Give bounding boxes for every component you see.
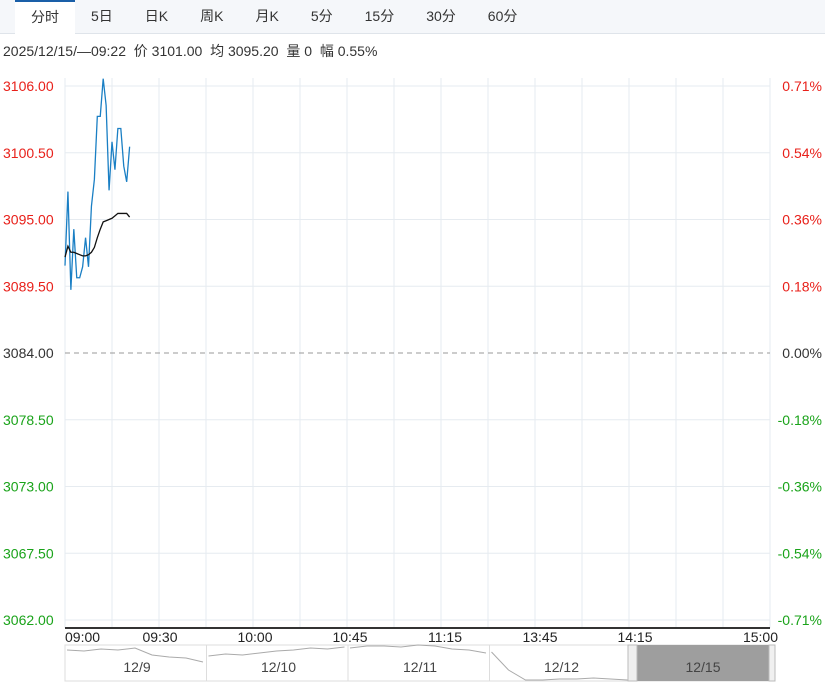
- y-tick-label: 3100.50: [3, 145, 54, 161]
- period-tabs: 分时 5日 日K 周K 月K 5分 15分 30分 60分: [0, 0, 825, 34]
- navigator-sparkline: [491, 651, 628, 681]
- amplitude-label: 幅: [319, 43, 334, 59]
- avg-line: [64, 212, 131, 258]
- price-value: 3101.00: [151, 43, 203, 59]
- tab-1[interactable]: 5日: [91, 8, 113, 24]
- x-tick-label: 11:15: [428, 629, 462, 645]
- tab-7[interactable]: 30分: [426, 8, 456, 24]
- pct-tick-label: 0.71%: [782, 78, 822, 94]
- tab-3[interactable]: 周K: [200, 8, 224, 24]
- pct-tick-label: 0.54%: [782, 145, 822, 161]
- tab-8[interactable]: 60分: [487, 8, 518, 24]
- x-tick-label: 15:00: [743, 629, 778, 645]
- y-tick-label: 3089.50: [3, 278, 54, 294]
- volume-value: 0: [304, 43, 313, 59]
- avg-label: 均: [210, 43, 225, 59]
- pct-tick-label: -0.71%: [778, 612, 822, 628]
- y-tick-label: 3073.00: [3, 479, 54, 495]
- tab-4[interactable]: 月K: [255, 8, 279, 24]
- y-tick-label: 3062.00: [3, 612, 54, 628]
- quote-info: 2025/12/15/—09:22 价 3101.00 均 3095.20 量 …: [3, 41, 377, 61]
- volume-label: 量: [286, 43, 301, 59]
- navigator-handle-left: [627, 644, 638, 682]
- pct-tick-label: -0.54%: [778, 545, 822, 561]
- navigator-date-label: 12/9: [123, 659, 150, 675]
- navigator-date-label: 12/12: [544, 659, 579, 675]
- navigator-sparkline: [349, 644, 487, 654]
- tab-0[interactable]: 分时: [15, 0, 75, 34]
- pct-tick-label: 0.36%: [782, 212, 822, 228]
- pct-tick-label: -0.18%: [778, 412, 822, 428]
- tab-6[interactable]: 15分: [364, 8, 395, 24]
- avg-value: 3095.20: [227, 43, 279, 59]
- pct-tick-label: -0.36%: [778, 479, 822, 495]
- navigator-selection: [637, 645, 770, 681]
- price-line: [64, 78, 131, 290]
- tab-5[interactable]: 5分: [310, 8, 333, 24]
- navigator-sparkline: [66, 647, 204, 663]
- navigator-date-label: 12/11: [403, 659, 437, 675]
- tab-2[interactable]: 日K: [144, 8, 169, 24]
- y-tick-label: 3106.00: [3, 78, 54, 94]
- navigator-date-label: 12/10: [261, 659, 296, 675]
- x-tick-label: 13:45: [522, 629, 557, 645]
- x-tick-label: 10:45: [332, 629, 367, 645]
- y-tick-label: 3095.00: [3, 212, 54, 228]
- navigator-sparkline: [208, 646, 345, 657]
- pct-tick-label: 0.00%: [782, 345, 822, 361]
- y-tick-label: 3084.00: [3, 345, 54, 361]
- amplitude-value: 0.55%: [337, 43, 378, 59]
- datetime: 2025/12/15/—09:22: [3, 43, 126, 59]
- navigator-handle-right: [768, 644, 776, 682]
- x-tick-label: 14:15: [617, 629, 652, 645]
- y-tick-label: 3067.50: [3, 545, 54, 561]
- pct-tick-label: 0.18%: [782, 278, 822, 294]
- price-label: 价: [133, 43, 148, 59]
- x-tick-label: 10:00: [237, 629, 272, 645]
- x-tick-label: 09:30: [142, 629, 177, 645]
- y-tick-label: 3078.50: [3, 412, 54, 428]
- x-tick-label: 09:00: [65, 629, 100, 645]
- navigator-date-label: 12/15: [685, 659, 720, 675]
